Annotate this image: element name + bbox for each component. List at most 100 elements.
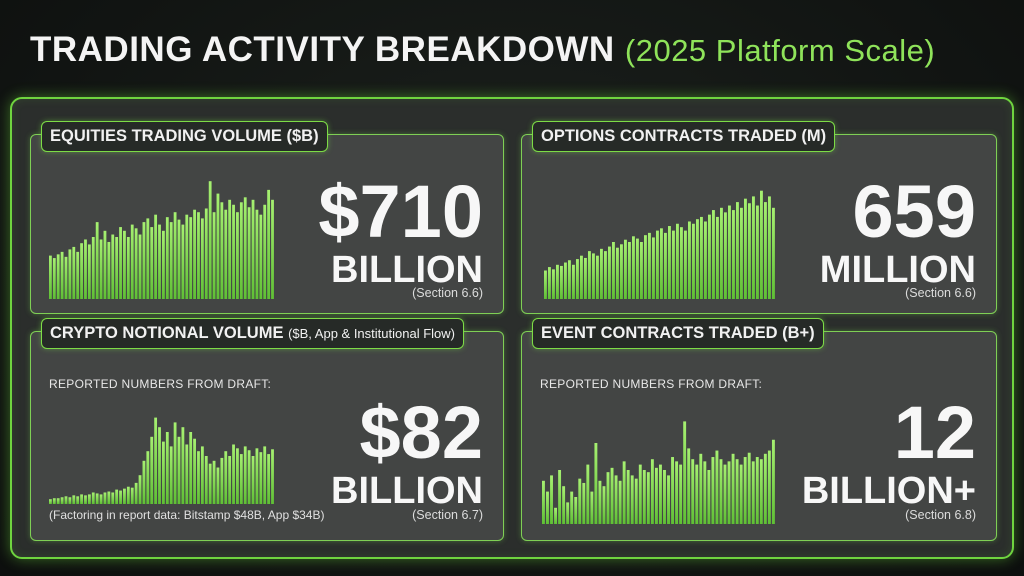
equities-sparkline-bar (189, 217, 193, 299)
events-sparkline-bar (719, 459, 723, 524)
events-sparkline-bar (691, 459, 695, 524)
equities-sparkline-bar (126, 237, 130, 299)
crypto-sparkline-bar (216, 467, 220, 504)
equities-sparkline-bar (123, 230, 126, 299)
events-sparkline-bar (759, 459, 763, 524)
crypto-sparkline-bar (220, 457, 224, 504)
equities-sparkline-bar (95, 222, 99, 299)
options-sparkline-bar (612, 242, 615, 299)
crypto-sparkline-bar (115, 489, 119, 504)
options-value-block: 659 MILLION (820, 170, 976, 290)
events-sparkline-bar (767, 450, 771, 524)
equities-sparkline-bar (107, 241, 111, 299)
equities-sparkline-bar (181, 224, 185, 299)
equities-sparkline-bar (87, 244, 91, 299)
options-sparkline-bar (740, 207, 743, 299)
events-sparkline-chart (542, 421, 775, 524)
events-sparkline-bar (646, 472, 650, 524)
crypto-sparkline-bar (68, 497, 72, 504)
card-crypto: CRYPTO NOTIONAL VOLUME ($B, App & Instit… (30, 318, 504, 541)
equities-sparkline-bar (134, 228, 138, 299)
options-sparkline-bar (736, 202, 739, 299)
equities-sparkline-bar (255, 209, 259, 299)
events-sparkline-bar (675, 461, 679, 524)
crypto-sparkline-bar (119, 490, 122, 504)
crypto-sparkline-bar (72, 495, 76, 504)
equities-sparkline-bar (263, 204, 267, 299)
equities-sparkline-bar (236, 212, 239, 299)
crypto-sparkline-bar (76, 496, 80, 504)
crypto-sparkline-bar (165, 432, 169, 504)
options-sparkline-bar (668, 226, 671, 299)
events-sparkline-bar (723, 464, 727, 524)
events-sparkline-bar (671, 457, 674, 524)
events-sparkline-bar (659, 464, 662, 524)
events-sparkline-bar (687, 448, 691, 524)
equities-sparkline-bar (267, 189, 271, 299)
equities-sparkline-bar (228, 199, 232, 299)
equities-sparkline-bar (130, 224, 134, 299)
events-sparkline-bar (610, 467, 614, 524)
equities-sparkline-bar (224, 209, 228, 299)
crypto-sparkline-bar (107, 491, 111, 504)
crypto-sparkline-bar (111, 492, 115, 504)
options-sparkline-bar (748, 203, 751, 299)
events-sparkline-bar (618, 480, 622, 524)
equities-sparkline-bar (68, 249, 72, 299)
equities-sparkline-bar (99, 239, 103, 299)
equities-section-ref: (Section 6.6) (412, 286, 483, 300)
events-value: 12 (893, 391, 976, 474)
equities-sparkline-bar (80, 243, 83, 299)
equities-sparkline-bar (158, 224, 161, 299)
crypto-sparkline-bar (208, 463, 212, 504)
crypto-section-ref: (Section 6.7) (412, 508, 483, 522)
equities-sparkline-bar (239, 202, 243, 299)
card-label-crypto-main: CRYPTO NOTIONAL VOLUME (50, 324, 284, 342)
equities-sparkline-bar (49, 255, 52, 299)
crypto-sparkline-bar (200, 446, 204, 504)
events-sparkline-bar (622, 461, 626, 524)
equities-sparkline-bar (76, 251, 80, 299)
events-sparkline-bar (683, 421, 687, 524)
crypto-sparkline-bar (158, 427, 161, 504)
options-sparkline-bar (628, 242, 631, 299)
equities-sparkline-bar (185, 214, 189, 299)
events-sparkline-bar (602, 486, 606, 524)
options-sparkline-bar (712, 210, 715, 299)
events-sparkline-bar (642, 470, 646, 524)
events-sparkline-bar (574, 497, 578, 524)
card-options: OPTIONS CONTRACTS TRADED (M) 659 MILLION… (521, 121, 997, 314)
options-sparkline-bar (680, 227, 683, 299)
equities-sparkline-bar (84, 239, 87, 299)
events-sparkline-bar (707, 470, 711, 524)
equities-sparkline-bar (204, 208, 208, 299)
options-sparkline-bar (572, 264, 575, 299)
card-label-events: EVENT CONTRACTS TRADED (B+) (532, 318, 824, 349)
equities-value: $710 (318, 170, 483, 253)
crypto-sparkline-bar (52, 498, 56, 504)
card-equities: EQUITIES TRADING VOLUME ($B) $710 BILLIO… (30, 121, 504, 314)
options-sparkline-bar (588, 251, 591, 299)
crypto-sparkline-bar (228, 456, 232, 504)
options-sparkline-bar (692, 223, 695, 299)
equities-sparkline-bar (243, 197, 247, 299)
options-value: 659 (852, 170, 976, 253)
equities-sparkline-bar (103, 230, 107, 299)
crypto-sparkline-bar (181, 427, 185, 504)
equities-sparkline-bar (150, 227, 154, 299)
crypto-sparkline-bar (99, 494, 103, 504)
crypto-sparkline-bar (267, 454, 271, 504)
equities-sparkline-bar (154, 214, 158, 299)
equities-sparkline-bar (162, 230, 165, 299)
crypto-sparkline-bar (138, 475, 142, 504)
events-sparkline-bar (715, 450, 719, 524)
options-sparkline-bar (708, 214, 711, 299)
options-sparkline-bar (656, 230, 659, 299)
events-sparkline-bar (679, 464, 683, 524)
crypto-sparkline-bar (224, 451, 228, 504)
events-sparkline-bar (667, 475, 670, 524)
events-sparkline-bar (638, 464, 642, 524)
options-sparkline-bar (760, 190, 763, 299)
events-sparkline-bar (739, 464, 743, 524)
events-section-ref: (Section 6.8) (905, 508, 976, 522)
